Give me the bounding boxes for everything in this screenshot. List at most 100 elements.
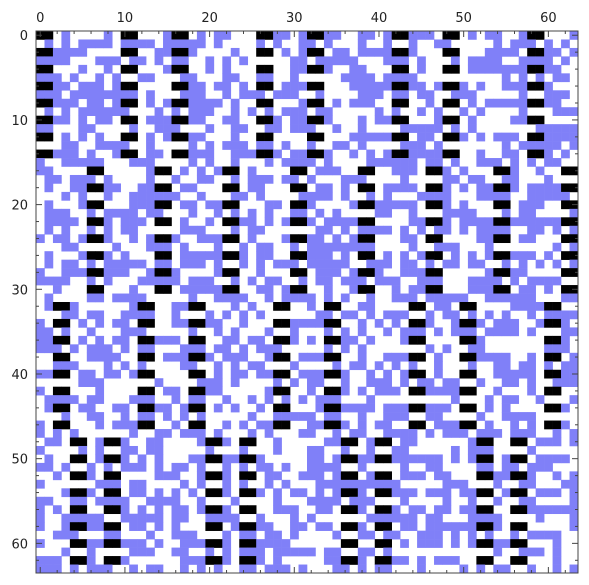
filled-cell	[298, 98, 308, 108]
filled-cell	[129, 39, 138, 49]
filled-cell	[459, 200, 469, 210]
filled-cell	[247, 107, 257, 116]
filled-cell	[552, 73, 562, 83]
filled-cell	[450, 539, 460, 548]
filled-cell	[171, 522, 181, 531]
marker-cell	[561, 217, 570, 227]
marker-cell	[501, 217, 511, 227]
filled-cell	[510, 47, 520, 57]
filled-cell	[467, 327, 477, 337]
marker-cell	[417, 403, 426, 413]
filled-cell	[137, 505, 147, 515]
filled-cell	[417, 556, 426, 565]
x-tick-label: 20	[201, 11, 218, 26]
marker-cell	[256, 31, 265, 40]
filled-cell	[230, 369, 240, 379]
filled-cell	[163, 115, 172, 125]
filled-cell	[518, 81, 528, 91]
filled-cell	[366, 242, 376, 252]
marker-cell	[247, 539, 257, 548]
marker-cell	[163, 285, 172, 294]
filled-cell	[44, 56, 54, 66]
filled-cell	[196, 454, 206, 464]
filled-cell	[535, 259, 545, 269]
filled-cell	[290, 174, 299, 184]
filled-cell	[78, 90, 88, 100]
filled-cell	[196, 90, 206, 100]
filled-cell	[307, 302, 316, 311]
filled-cell	[112, 73, 121, 83]
filled-cell	[425, 276, 435, 286]
filled-cell	[340, 276, 350, 286]
filled-cell	[171, 395, 181, 404]
filled-cell	[434, 386, 443, 396]
filled-cell	[120, 454, 130, 464]
marker-cell	[417, 420, 426, 430]
marker-cell	[281, 352, 291, 362]
marker-cell	[349, 488, 359, 498]
filled-cell	[137, 344, 147, 354]
filled-cell	[425, 513, 435, 523]
marker-cell	[434, 234, 443, 244]
marker-cell	[112, 471, 121, 481]
filled-cell	[527, 276, 536, 286]
filled-cell	[527, 479, 536, 489]
filled-cell	[340, 174, 350, 184]
marker-cell	[256, 115, 265, 125]
filled-cell	[493, 539, 503, 548]
marker-cell	[425, 217, 435, 227]
filled-cell	[95, 395, 105, 404]
marker-cell	[510, 488, 520, 498]
filled-cell	[264, 386, 274, 396]
filled-cell	[298, 149, 308, 159]
matrix-cells	[36, 31, 579, 574]
marker-cell	[442, 132, 452, 142]
filled-cell	[196, 31, 206, 40]
filled-cell	[349, 217, 359, 227]
filled-cell	[86, 344, 96, 354]
filled-cell	[434, 539, 443, 548]
marker-cell	[493, 183, 503, 193]
filled-cell	[391, 386, 401, 396]
filled-cell	[450, 124, 460, 133]
marker-cell	[146, 335, 155, 345]
marker-cell	[315, 98, 325, 108]
marker-cell	[408, 335, 418, 345]
filled-cell	[408, 293, 418, 303]
filled-cell	[315, 352, 325, 362]
filled-cell	[52, 395, 62, 404]
filled-cell	[137, 539, 147, 548]
marker-cell	[171, 132, 181, 142]
filled-cell	[154, 56, 164, 66]
filled-cell	[501, 98, 511, 108]
marker-cell	[205, 505, 215, 515]
marker-cell	[129, 115, 138, 125]
filled-cell	[332, 124, 342, 133]
marker-cell	[290, 217, 299, 227]
filled-cell	[103, 115, 113, 125]
filled-cell	[36, 90, 45, 100]
filled-cell	[332, 268, 342, 277]
marker-cell	[349, 505, 359, 515]
filled-cell	[323, 327, 333, 337]
filled-cell	[239, 479, 249, 489]
filled-cell	[239, 352, 249, 362]
marker-cell	[349, 556, 359, 565]
filled-cell	[290, 361, 299, 371]
marker-cell	[129, 31, 138, 40]
filled-cell	[357, 352, 367, 362]
marker-cell	[95, 200, 105, 210]
filled-cell	[569, 564, 579, 574]
filled-cell	[61, 276, 71, 286]
marker-cell	[408, 420, 418, 430]
filled-cell	[527, 56, 536, 66]
filled-cell	[129, 217, 138, 227]
marker-cell	[552, 386, 562, 396]
filled-cell	[535, 141, 545, 150]
filled-cell	[552, 564, 562, 574]
filled-cell	[239, 445, 249, 455]
filled-cell	[442, 242, 452, 252]
filled-cell	[332, 259, 342, 269]
filled-cell	[501, 395, 511, 404]
y-tick-label: 60	[11, 537, 28, 552]
